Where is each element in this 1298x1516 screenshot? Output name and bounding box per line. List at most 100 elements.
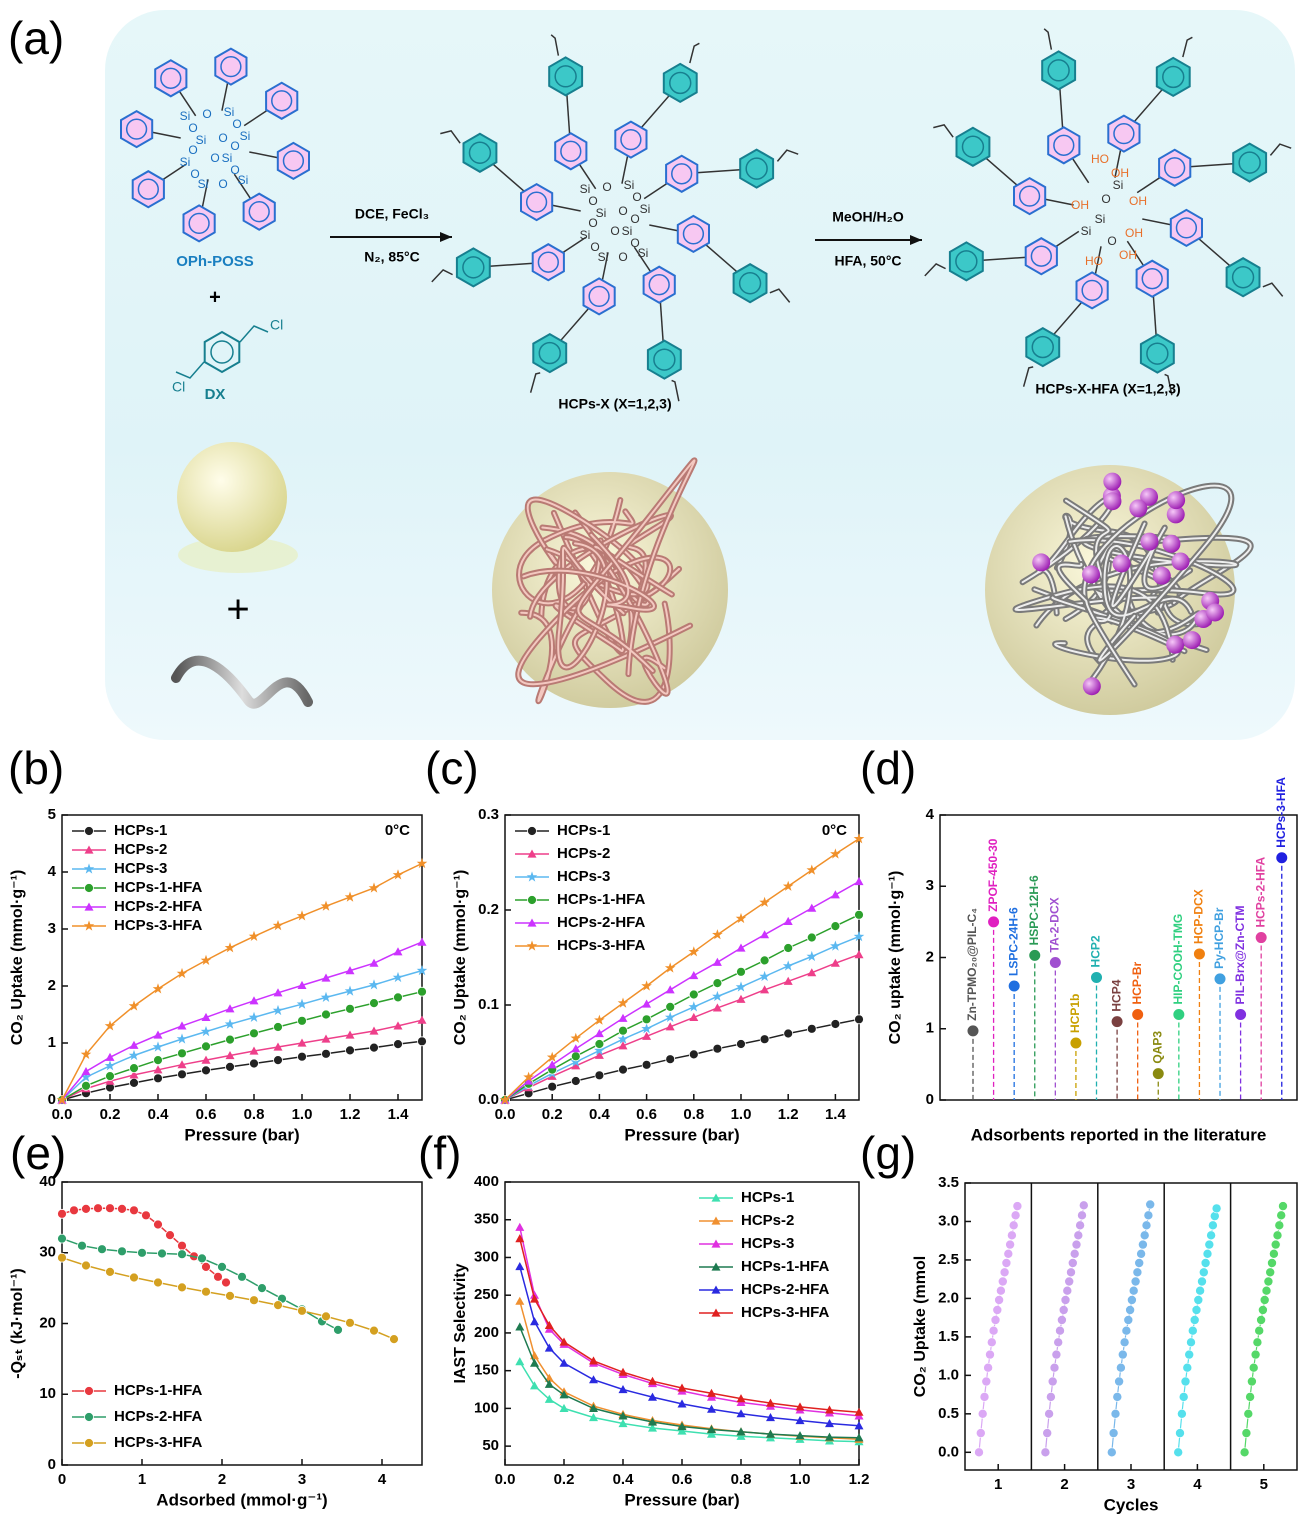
x-tick-label: 5 — [1260, 1476, 1268, 1493]
data-point — [854, 1014, 864, 1025]
functional-group — [1129, 499, 1148, 518]
data-point — [1131, 1008, 1145, 1021]
data-point — [1188, 1325, 1198, 1336]
benzene-ring — [646, 339, 682, 380]
legend-marker — [84, 1412, 94, 1422]
data-point — [736, 966, 746, 977]
data-point — [766, 1398, 775, 1407]
data-point — [1245, 1392, 1255, 1402]
data-point — [129, 1272, 139, 1283]
ring-circle — [653, 348, 676, 371]
data-point — [344, 891, 356, 902]
atom-label: OH — [1129, 194, 1147, 208]
x-axis-label: Adsorbents reported in the literature — [971, 1125, 1267, 1144]
data-point — [225, 1051, 235, 1060]
functional-group — [1167, 491, 1186, 510]
data-point — [369, 998, 379, 1008]
data-point — [1068, 1258, 1078, 1268]
data-point — [782, 880, 794, 891]
category-label: PIL-Brx@Zn-CTM — [1233, 905, 1247, 1004]
data-point — [760, 930, 770, 939]
data-point — [736, 1039, 746, 1049]
ring-circle — [1113, 122, 1135, 145]
functional-group — [1082, 677, 1101, 696]
functional-group — [1166, 635, 1185, 654]
legend-marker — [84, 845, 94, 854]
data-point — [1193, 1295, 1204, 1305]
atom-label: Si — [198, 177, 209, 191]
data-point — [997, 1276, 1008, 1287]
data-point — [272, 1004, 284, 1016]
data-point — [1075, 1220, 1085, 1231]
benzene-ring — [614, 120, 648, 159]
y-tick-label: 400 — [474, 1173, 499, 1190]
ring-circle — [961, 135, 985, 158]
data-point — [783, 943, 794, 953]
data-point — [248, 930, 260, 941]
y-tick-label: 0.0 — [938, 1443, 959, 1460]
data-point — [1241, 1428, 1252, 1438]
atom-label: Si — [622, 224, 633, 238]
benzene-ring — [642, 265, 676, 304]
condition-label: DCE, FeCl₃ — [355, 206, 429, 222]
x-tick-label: 1 — [994, 1476, 1002, 1493]
functional-group — [1112, 554, 1131, 573]
x-tick-label: 0.0 — [495, 1106, 516, 1123]
series-line — [504, 914, 860, 1101]
data-point — [1247, 1376, 1257, 1387]
atom-label: OH — [1125, 226, 1143, 240]
data-point — [559, 1403, 569, 1412]
series-line — [504, 935, 860, 1101]
data-point — [712, 990, 723, 1002]
x-tick-label: 0.2 — [554, 1471, 575, 1488]
ethyl — [440, 129, 461, 144]
x-tick-label: 0.4 — [148, 1106, 170, 1123]
ethyl — [431, 268, 453, 283]
atom-label: O — [218, 131, 227, 145]
data-point — [1151, 1067, 1165, 1081]
data-point — [1259, 1295, 1270, 1305]
benzene-ring — [120, 109, 154, 149]
y-axis-label: CO₂ Uptake (mmol — [912, 1256, 929, 1397]
data-point — [677, 1383, 687, 1392]
data-point — [977, 1409, 988, 1419]
data-point — [393, 1021, 403, 1030]
data-point — [1079, 1200, 1089, 1211]
data-point — [197, 1253, 207, 1264]
data-point — [617, 997, 629, 1008]
data-point — [806, 950, 818, 962]
y-tick-label: 30 — [39, 1244, 56, 1261]
data-point — [80, 1071, 92, 1082]
data-point — [213, 1271, 223, 1282]
ring-circle — [188, 212, 210, 235]
data-point — [201, 1286, 211, 1297]
atom-label: O — [590, 240, 599, 254]
atom-label: O — [632, 190, 641, 204]
data-point — [1139, 1230, 1150, 1241]
chain-highlight — [577, 459, 696, 676]
data-point — [648, 1423, 657, 1432]
benzene-ring — [462, 132, 498, 173]
ring-circle — [538, 341, 561, 365]
data-point — [830, 890, 840, 899]
data-point — [1110, 1015, 1124, 1029]
compound-label: OPh-POSS — [176, 253, 254, 270]
data-point — [1239, 1447, 1250, 1458]
benzene-ring — [455, 247, 491, 288]
y-tick-label: 3 — [926, 877, 934, 894]
data-point — [1141, 1220, 1152, 1231]
benzene-ring — [739, 148, 775, 189]
legend-label: HCPs-3-HFA — [741, 1304, 830, 1321]
ring-circle — [1238, 151, 1261, 174]
data-point — [105, 1267, 115, 1277]
legend-marker — [711, 1285, 721, 1294]
data-point — [559, 1390, 569, 1399]
category-label: HCP4 — [1109, 979, 1123, 1011]
legend-marker — [527, 849, 537, 858]
condition-label: HFA, 50°C — [834, 253, 901, 269]
atom-label: O — [1107, 234, 1116, 248]
data-point — [1134, 1258, 1144, 1268]
data-point — [766, 1413, 775, 1422]
data-point — [1186, 1337, 1196, 1348]
data-point — [994, 1295, 1004, 1305]
